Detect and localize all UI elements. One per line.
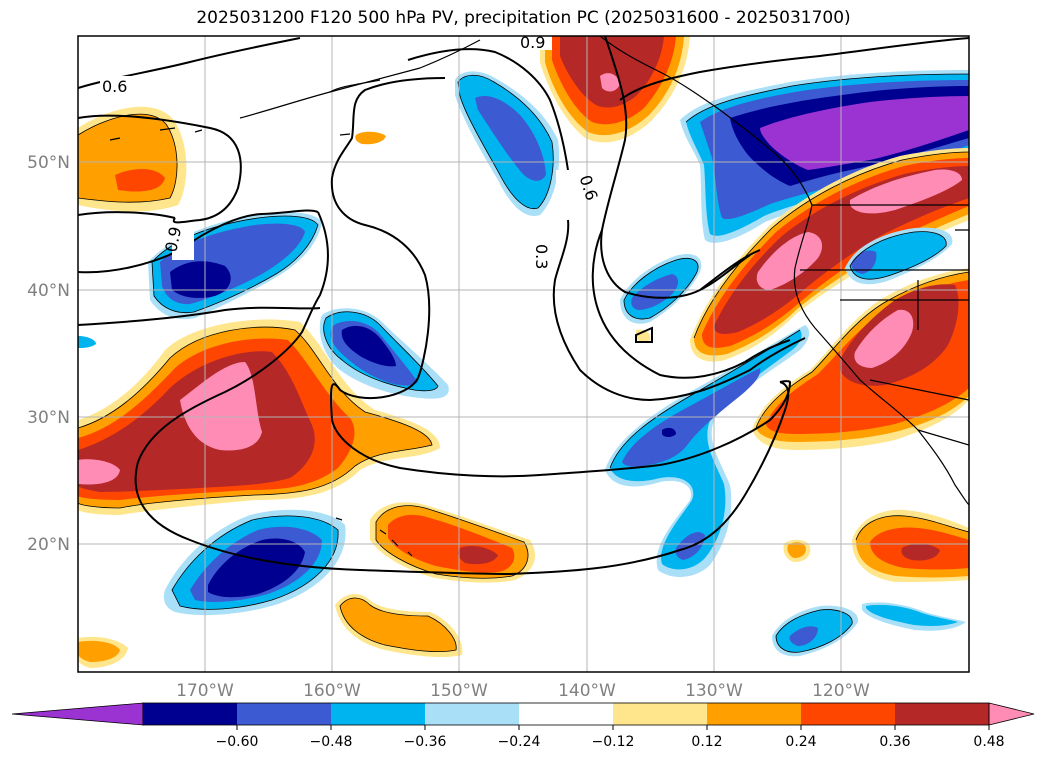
colorbar-extend-high [988,702,1035,726]
anomaly-region-baja-offshore-small [783,539,811,562]
anomaly-region-southwest-corner [78,636,128,668]
colorbar-tick-label: 0.12 [691,734,722,750]
gridlines [78,36,969,672]
contour-label-layer: 0.6 0.9 0.6 0.3 0.9 [100,33,601,272]
lon-label-170w: 170°W [176,681,234,701]
colorbar-segment [801,703,896,725]
anomaly-region-mexico-offshore [852,509,969,582]
colorbar-tick-label: −0.60 [216,734,259,750]
lat-label-20n: 20°N [27,535,70,555]
colorbar-segment [707,703,802,725]
colorbar-segment [425,703,520,725]
colorbar-tick-label: −0.48 [310,734,353,750]
anomaly-region-south-hawaii [335,594,463,658]
contour-label-pv-1: 0.6 [102,77,127,96]
anomaly-edge-west [78,336,96,348]
coastlines [109,36,969,557]
lon-label-120w: 120°W [812,681,870,701]
map-frame [77,35,970,673]
lat-label-50n: 50°N [27,153,70,173]
colorbar-segment [237,703,332,725]
lon-label-130w: 130°W [685,681,743,701]
anomaly-region-eastern-tropical-pacific [772,602,966,657]
longitude-labels: 170°W 160°W 150°W 140°W 130°W 120°W [176,681,870,701]
contour-label-pv-2: 0.9 [520,33,545,52]
anomaly-region-northeast-pacific-small [620,253,702,324]
lon-label-160w: 160°W [303,681,361,701]
colorbar-tick-label: −0.36 [404,734,447,750]
colorbar-segment [143,703,238,725]
map-panel: 0.6 0.9 0.6 0.3 0.9 [78,33,969,672]
colorbar-outline [142,702,990,726]
anomaly-region-south-central [163,509,346,616]
colorbar-segment [613,703,708,725]
colorbar-segment [519,703,614,725]
colorbar-tick-label: −0.12 [592,734,635,750]
colorbar-tick-label: 0.48 [973,734,1004,750]
anomaly-region-pacific-northwest-negative [680,70,969,243]
contour-label-pv-4: 0.3 [532,244,551,269]
colorbar-tick-label: 0.24 [785,734,816,750]
anomaly-region-alaska-panhandle [540,36,690,143]
pv-contours [78,36,969,576]
lon-label-150w: 150°W [430,681,488,701]
lon-label-140w: 140°W [558,681,616,701]
anomaly-region-nw [78,106,187,212]
lat-label-30n: 30°N [27,408,70,428]
contour-label-pv-5: 0.9 [161,225,185,254]
colorbar-tick-label: −0.24 [498,734,541,750]
colorbar-segment [331,703,426,725]
map-title: 2025031200 F120 500 hPa PV, precipitatio… [196,8,851,28]
anomaly-region-southeast-of-hawaii [370,502,535,583]
anomaly-spot-aleutian [355,131,386,145]
colorbar: −0.60 −0.48 −0.36 −0.24 −0.12 0.12 0.24 0.36 0.4… [11,702,1035,750]
precip-fill-layer [78,36,969,668]
colorbar-extend-low [11,702,144,726]
anomaly-region-mid-pacific [319,308,449,399]
lat-label-40n: 40°N [27,281,70,301]
anomaly-region-gulf-of-alaska [455,71,560,216]
colorbar-segment [895,703,990,725]
anomaly-region-central-pacific [78,319,440,515]
colorbar-tick-label: 0.36 [879,734,910,750]
latitude-labels: 50°N 40°N 30°N 20°N [27,153,70,555]
